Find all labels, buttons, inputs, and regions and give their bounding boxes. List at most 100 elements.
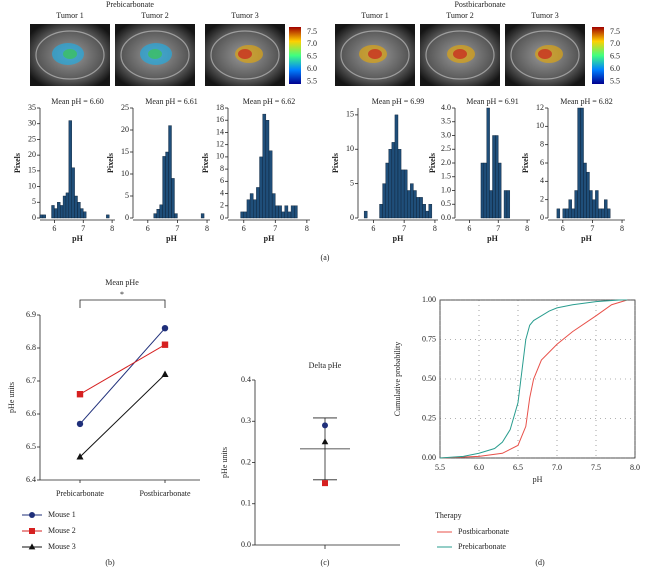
bar — [287, 211, 292, 219]
x-tick-label: 6.0 — [474, 463, 484, 472]
y-tick-label: 25 — [28, 134, 36, 143]
bar — [425, 210, 429, 219]
bar — [65, 192, 70, 219]
tumor-label: Tumor 1 — [56, 11, 84, 20]
bar — [382, 183, 386, 219]
bar — [268, 150, 273, 219]
bar — [74, 195, 78, 219]
marker — [322, 422, 328, 429]
bar — [243, 211, 248, 219]
cdf-line — [439, 299, 628, 459]
x-tick-label: 7 — [273, 224, 277, 233]
bar — [77, 202, 81, 219]
bar — [483, 162, 487, 219]
bar — [174, 213, 178, 219]
y-tick-label: 8 — [540, 139, 544, 148]
bar — [262, 113, 267, 219]
x-tick-label: 7 — [81, 224, 85, 233]
bar — [574, 190, 578, 219]
x-tick-label: 8 — [110, 224, 114, 233]
x-tick-label: Postbicarbonate — [139, 489, 191, 498]
significance: * — [120, 290, 124, 299]
legend-label: Mouse 2 — [48, 526, 76, 535]
tumor-label: Tumor 2 — [446, 11, 474, 20]
series-line — [79, 374, 166, 458]
y-axis-label: Cumulative probability — [393, 342, 402, 416]
bar — [290, 205, 295, 219]
marker — [322, 480, 328, 487]
bar — [580, 107, 584, 219]
x-tick-label: 7.5 — [591, 463, 601, 472]
x-tick-label: 7 — [402, 224, 406, 233]
bar — [565, 208, 569, 219]
bar — [246, 199, 251, 219]
y-tick-label: 30 — [28, 119, 36, 128]
series-line — [79, 344, 166, 395]
bar — [562, 208, 566, 219]
colorbar-tick-label: 6.0 — [307, 64, 317, 73]
bar — [422, 204, 426, 219]
bar — [249, 193, 254, 219]
x-tick-label: 6 — [467, 224, 471, 233]
y-tick-label: 4 — [220, 188, 224, 197]
bar — [156, 208, 160, 219]
bar — [486, 107, 490, 219]
bar — [394, 114, 399, 219]
y-tick-label: 6.5 — [26, 442, 36, 451]
x-tick-label: 8 — [525, 224, 529, 233]
bar — [278, 205, 282, 219]
x-axis-label: pH — [487, 234, 498, 243]
y-tick-label: 14 — [216, 127, 224, 136]
bar — [589, 190, 593, 219]
bar — [428, 204, 433, 219]
y-tick-label: 6 — [540, 158, 544, 167]
bar — [592, 199, 596, 219]
bar — [498, 162, 502, 219]
bar — [601, 208, 605, 219]
x-tick-label: 6.5 — [513, 463, 523, 472]
bar — [162, 156, 166, 219]
x-axis-label: pH — [393, 234, 404, 243]
bar — [568, 199, 572, 219]
bar — [604, 199, 608, 219]
colorbar-tick-label: 7.5 — [610, 27, 620, 36]
bar — [480, 162, 485, 219]
bar — [407, 190, 411, 219]
bar — [583, 162, 587, 219]
bar — [106, 214, 110, 219]
bar — [83, 211, 87, 219]
bar — [259, 156, 263, 219]
y-tick-label: 18 — [216, 103, 224, 112]
bar — [71, 167, 75, 219]
bar — [240, 211, 244, 219]
chart-title: Mean pHe — [105, 278, 139, 287]
ph-overlay-core — [538, 49, 552, 59]
bar — [59, 205, 64, 219]
x-tick-label: 8 — [205, 224, 209, 233]
y-axis-label: pHe units — [7, 382, 16, 413]
panel-label: (a) — [321, 253, 330, 262]
colorbar-tick-label: 5.5 — [307, 76, 317, 85]
y-tick-label: 0.1 — [241, 499, 251, 508]
y-tick-label: 1.5 — [441, 172, 451, 181]
bar — [281, 211, 285, 219]
body-outline — [425, 30, 495, 80]
marker — [76, 391, 84, 398]
x-tick-label: 6 — [242, 224, 246, 233]
y-tick-label: 35 — [28, 103, 36, 112]
bar — [171, 178, 175, 219]
bar — [577, 107, 581, 219]
y-tick-label: 6.6 — [26, 409, 36, 418]
bar — [410, 183, 414, 219]
colorbar-tick-label: 6.0 — [610, 64, 620, 73]
bar — [57, 202, 61, 219]
bar — [42, 214, 46, 219]
bar — [294, 205, 298, 219]
bar — [159, 204, 163, 219]
panel-label: (c) — [321, 558, 330, 567]
y-tick-label: 0.25 — [422, 413, 436, 422]
bar — [503, 190, 508, 219]
x-tick-label: 7 — [590, 224, 594, 233]
bar — [495, 135, 499, 219]
y-tick-label: 0.0 — [241, 540, 251, 549]
